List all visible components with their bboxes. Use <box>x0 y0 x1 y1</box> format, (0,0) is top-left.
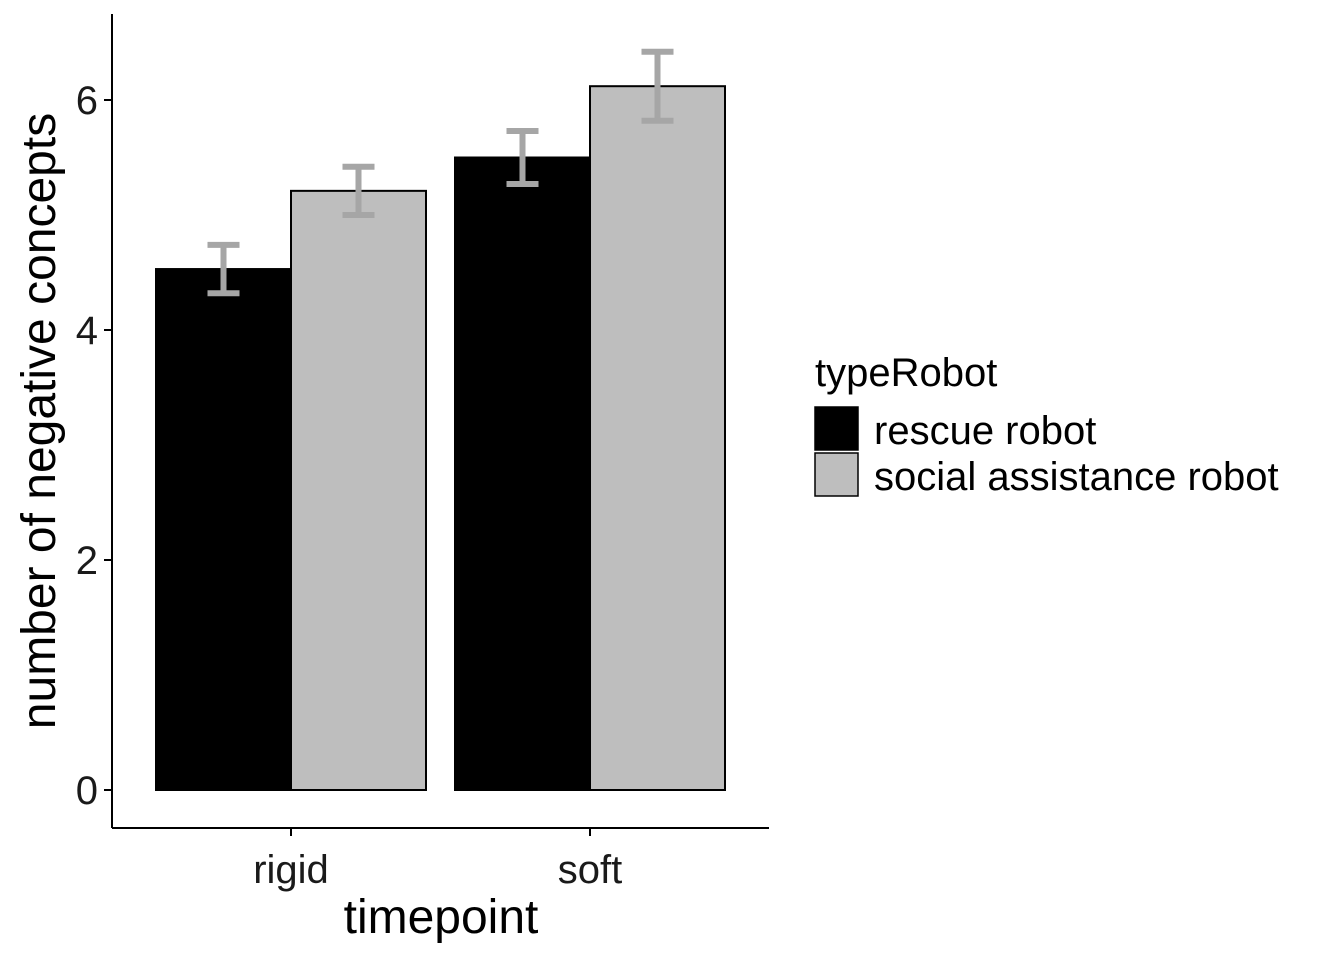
error-bar-soft-rescue-robot <box>506 128 539 187</box>
legend-swatch-rescue-robot <box>814 406 859 451</box>
y-ticks: 0 2 4 6 <box>76 79 112 813</box>
y-tick-label: 0 <box>76 769 98 813</box>
error-bar-soft-social-assistance-robot <box>641 48 674 124</box>
x-ticks: rigid soft <box>253 828 622 892</box>
bar-rigid-social-assistance-robot <box>290 189 427 792</box>
bar-rigid-rescue-robot <box>155 268 292 791</box>
legend-label-social-assistance-robot: social assistance robot <box>874 455 1279 499</box>
error-bar-rigid-rescue-robot <box>207 241 240 297</box>
y-axis-title: number of negative concepts <box>13 113 66 729</box>
bar-soft-social-assistance-robot <box>589 85 726 791</box>
legend-label-rescue-robot: rescue robot <box>874 409 1096 453</box>
bars-layer <box>155 85 726 792</box>
x-tick-label-rigid: rigid <box>253 848 329 892</box>
y-tick-label: 2 <box>76 539 98 583</box>
legend-title: typeRobot <box>815 351 997 395</box>
y-tick-label: 4 <box>76 309 98 353</box>
axes-layer <box>111 14 769 829</box>
x-axis-title: timepoint <box>344 891 539 944</box>
bar-soft-rescue-robot <box>454 156 591 791</box>
y-tick-label: 6 <box>76 79 98 123</box>
x-tick-label-soft: soft <box>558 848 622 892</box>
error-bar-rigid-social-assistance-robot <box>342 163 375 218</box>
error-bars-layer <box>207 48 674 297</box>
legend: typeRobot rescue robot social assistance… <box>814 351 1279 499</box>
legend-swatch-social-assistance-robot <box>814 452 859 497</box>
